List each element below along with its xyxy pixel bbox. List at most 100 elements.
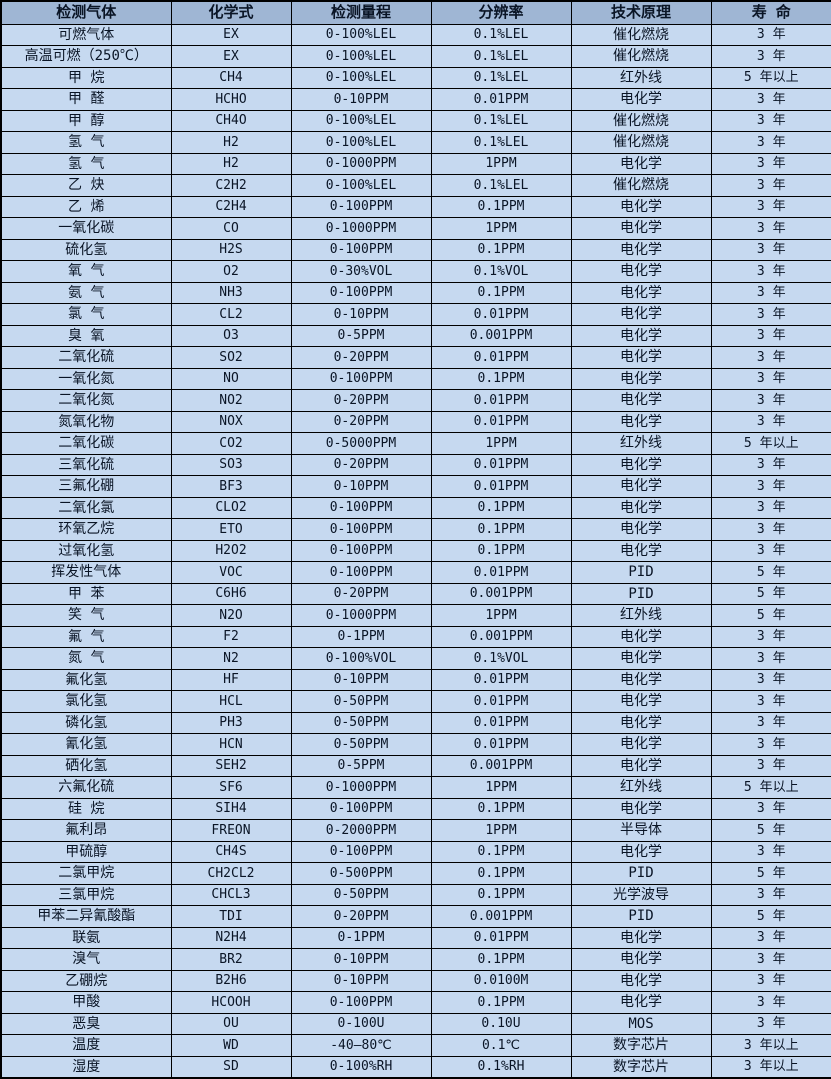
resolution-cell: 0.1%VOL — [430, 260, 572, 283]
life-cell: 5 年 — [710, 862, 831, 885]
table-row: 甲苯二异氰酸酯 TDI 0-20PPM 0.001PPM PID 5 年 — [0, 905, 831, 928]
life-cell: 3 年 — [710, 410, 831, 433]
table-row: 氢 气 H2 0-100%LEL 0.1%LEL 催化燃烧 3 年 — [0, 131, 831, 154]
resolution-cell: 0.01PPM — [430, 668, 572, 691]
table-row: 一氧化氮 NO 0-100PPM 0.1PPM 电化学 3 年 — [0, 367, 831, 390]
resolution-cell: 0.01PPM — [430, 733, 572, 756]
range-cell: 0-100%VOL — [290, 647, 432, 670]
gas-cell: 过氧化氢 — [0, 539, 172, 562]
range-cell: 0-100%LEL — [290, 45, 432, 68]
gas-cell: 氢 气 — [0, 152, 172, 175]
table-row: 臭 氧 O3 0-5PPM 0.001PPM 电化学 3 年 — [0, 324, 831, 347]
table-row: 乙 炔 C2H2 0-100%LEL 0.1%LEL 催化燃烧 3 年 — [0, 174, 831, 197]
table-row: 二氯甲烷 CH2CL2 0-500PPM 0.1PPM PID 5 年 — [0, 862, 831, 885]
life-cell: 3 年 — [710, 625, 831, 648]
formula-cell: HF — [170, 668, 292, 691]
formula-cell: O3 — [170, 324, 292, 347]
principle-cell: 电化学 — [570, 647, 712, 670]
table-row: 联氨 N2H4 0-1PPM 0.01PPM 电化学 3 年 — [0, 926, 831, 949]
resolution-cell: 0.01PPM — [430, 453, 572, 476]
resolution-cell: 0.1PPM — [430, 367, 572, 390]
formula-cell: H2S — [170, 238, 292, 261]
formula-cell: HCOOH — [170, 991, 292, 1014]
principle-cell: 电化学 — [570, 217, 712, 240]
resolution-cell: 0.1PPM — [430, 948, 572, 971]
formula-cell: B2H6 — [170, 969, 292, 992]
resolution-cell: 0.01PPM — [430, 346, 572, 369]
principle-cell: 电化学 — [570, 625, 712, 648]
principle-cell: 红外线 — [570, 776, 712, 799]
principle-cell: 电化学 — [570, 410, 712, 433]
principle-cell: 电化学 — [570, 303, 712, 326]
formula-cell: NO2 — [170, 389, 292, 412]
table-row: 乙 烯 C2H4 0-100PPM 0.1PPM 电化学 3 年 — [0, 195, 831, 218]
formula-cell: CH4O — [170, 109, 292, 132]
principle-cell: PID — [570, 582, 712, 605]
gas-cell: 一氧化碳 — [0, 217, 172, 240]
gas-cell: 乙 炔 — [0, 174, 172, 197]
table-row: 甲 苯 C6H6 0-20PPM 0.001PPM PID 5 年 — [0, 582, 831, 605]
principle-cell: 催化燃烧 — [570, 109, 712, 132]
gas-cell: 甲苯二异氰酸酯 — [0, 905, 172, 928]
principle-cell: PID — [570, 862, 712, 885]
range-cell: 0-50PPM — [290, 690, 432, 713]
formula-cell: H2O2 — [170, 539, 292, 562]
principle-cell: 半导体 — [570, 819, 712, 842]
formula-cell: H2 — [170, 131, 292, 154]
formula-cell: CH2CL2 — [170, 862, 292, 885]
formula-cell: SEH2 — [170, 754, 292, 777]
life-cell: 3 年 — [710, 991, 831, 1014]
range-cell: -40—80℃ — [290, 1034, 432, 1057]
resolution-cell: 0.1%RH — [430, 1055, 572, 1078]
life-cell: 3 年 — [710, 367, 831, 390]
table-row: 乙硼烷 B2H6 0-10PPM 0.0100M 电化学 3 年 — [0, 969, 831, 992]
range-cell: 0-50PPM — [290, 733, 432, 756]
life-cell: 3 年以上 — [710, 1034, 831, 1057]
formula-cell: EX — [170, 45, 292, 68]
resolution-cell: 0.1PPM — [430, 238, 572, 261]
gas-cell: 湿度 — [0, 1055, 172, 1078]
formula-cell: CH4S — [170, 840, 292, 863]
resolution-cell: 0.1℃ — [430, 1034, 572, 1057]
resolution-cell: 0.001PPM — [430, 582, 572, 605]
table-row: 氧 气 O2 0-30%VOL 0.1%VOL 电化学 3 年 — [0, 260, 831, 283]
table-row: 氮氧化物 NOX 0-20PPM 0.01PPM 电化学 3 年 — [0, 410, 831, 433]
formula-cell: EX — [170, 23, 292, 46]
range-cell: 0-100PPM — [290, 367, 432, 390]
gas-cell: 臭 氧 — [0, 324, 172, 347]
principle-cell: 电化学 — [570, 88, 712, 111]
gas-cell: 氰化氢 — [0, 733, 172, 756]
table-row: 氯化氢 HCL 0-50PPM 0.01PPM 电化学 3 年 — [0, 690, 831, 713]
range-cell: 0-5PPM — [290, 754, 432, 777]
range-cell: 0-1000PPM — [290, 217, 432, 240]
gas-cell: 溴气 — [0, 948, 172, 971]
table-row: 氢 气 H2 0-1000PPM 1PPM 电化学 3 年 — [0, 152, 831, 175]
resolution-cell: 0.01PPM — [430, 475, 572, 498]
principle-cell: 电化学 — [570, 797, 712, 820]
gas-cell: 二氧化氮 — [0, 389, 172, 412]
principle-cell: 电化学 — [570, 281, 712, 304]
gas-cell: 甲 苯 — [0, 582, 172, 605]
table-row: 湿度 SD 0-100%RH 0.1%RH 数字芯片 3 年以上 — [0, 1055, 831, 1078]
life-cell: 3 年 — [710, 926, 831, 949]
formula-cell: WD — [170, 1034, 292, 1057]
formula-cell: CO2 — [170, 432, 292, 455]
principle-cell: 电化学 — [570, 668, 712, 691]
resolution-cell: 0.1PPM — [430, 883, 572, 906]
table-row: 挥发性气体 VOC 0-100PPM 0.01PPM PID 5 年 — [0, 561, 831, 584]
table-row: 二氧化氮 NO2 0-20PPM 0.01PPM 电化学 3 年 — [0, 389, 831, 412]
principle-cell: 电化学 — [570, 991, 712, 1014]
range-cell: 0-5PPM — [290, 324, 432, 347]
life-cell: 3 年 — [710, 754, 831, 777]
resolution-cell: 0.1PPM — [430, 539, 572, 562]
table-row: 可燃气体 EX 0-100%LEL 0.1%LEL 催化燃烧 3 年 — [0, 23, 831, 46]
formula-cell: NO — [170, 367, 292, 390]
formula-cell: C2H4 — [170, 195, 292, 218]
range-cell: 0-100PPM — [290, 991, 432, 1014]
range-cell: 0-1PPM — [290, 625, 432, 648]
life-cell: 3 年 — [710, 539, 831, 562]
formula-cell: CLO2 — [170, 496, 292, 519]
table-row: 氮 气 N2 0-100%VOL 0.1%VOL 电化学 3 年 — [0, 647, 831, 670]
table-row: 氨 气 NH3 0-100PPM 0.1PPM 电化学 3 年 — [0, 281, 831, 304]
gas-cell: 氢 气 — [0, 131, 172, 154]
